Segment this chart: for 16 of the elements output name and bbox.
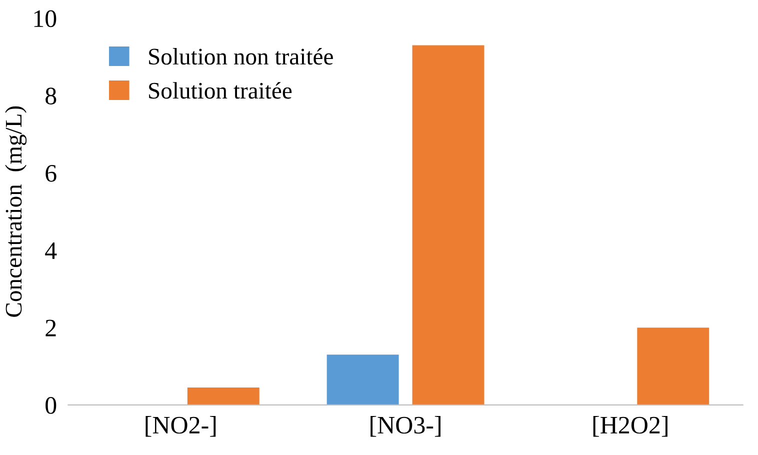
y-tick-label: 4 (45, 242, 57, 259)
bar (637, 328, 710, 405)
y-tick-label: 8 (46, 88, 56, 104)
bar (326, 354, 399, 405)
bar (412, 45, 484, 405)
y-tick-label: 6 (46, 165, 56, 182)
y-axis-title: Concentration (mg/L) (5, 106, 27, 317)
legend-label: Solution non traitée (149, 48, 333, 65)
bar (187, 388, 260, 405)
x-tick-label: [H2O2] (593, 416, 668, 437)
y-tick-label: 2 (46, 320, 56, 336)
legend-label: Solution traitée (149, 82, 292, 99)
x-tick-label: [NO2-] (146, 416, 216, 437)
y-tick-label: 0 (46, 397, 56, 414)
x-tick-label: [NO3-] (370, 416, 440, 437)
y-tick-label: 10 (34, 10, 56, 28)
